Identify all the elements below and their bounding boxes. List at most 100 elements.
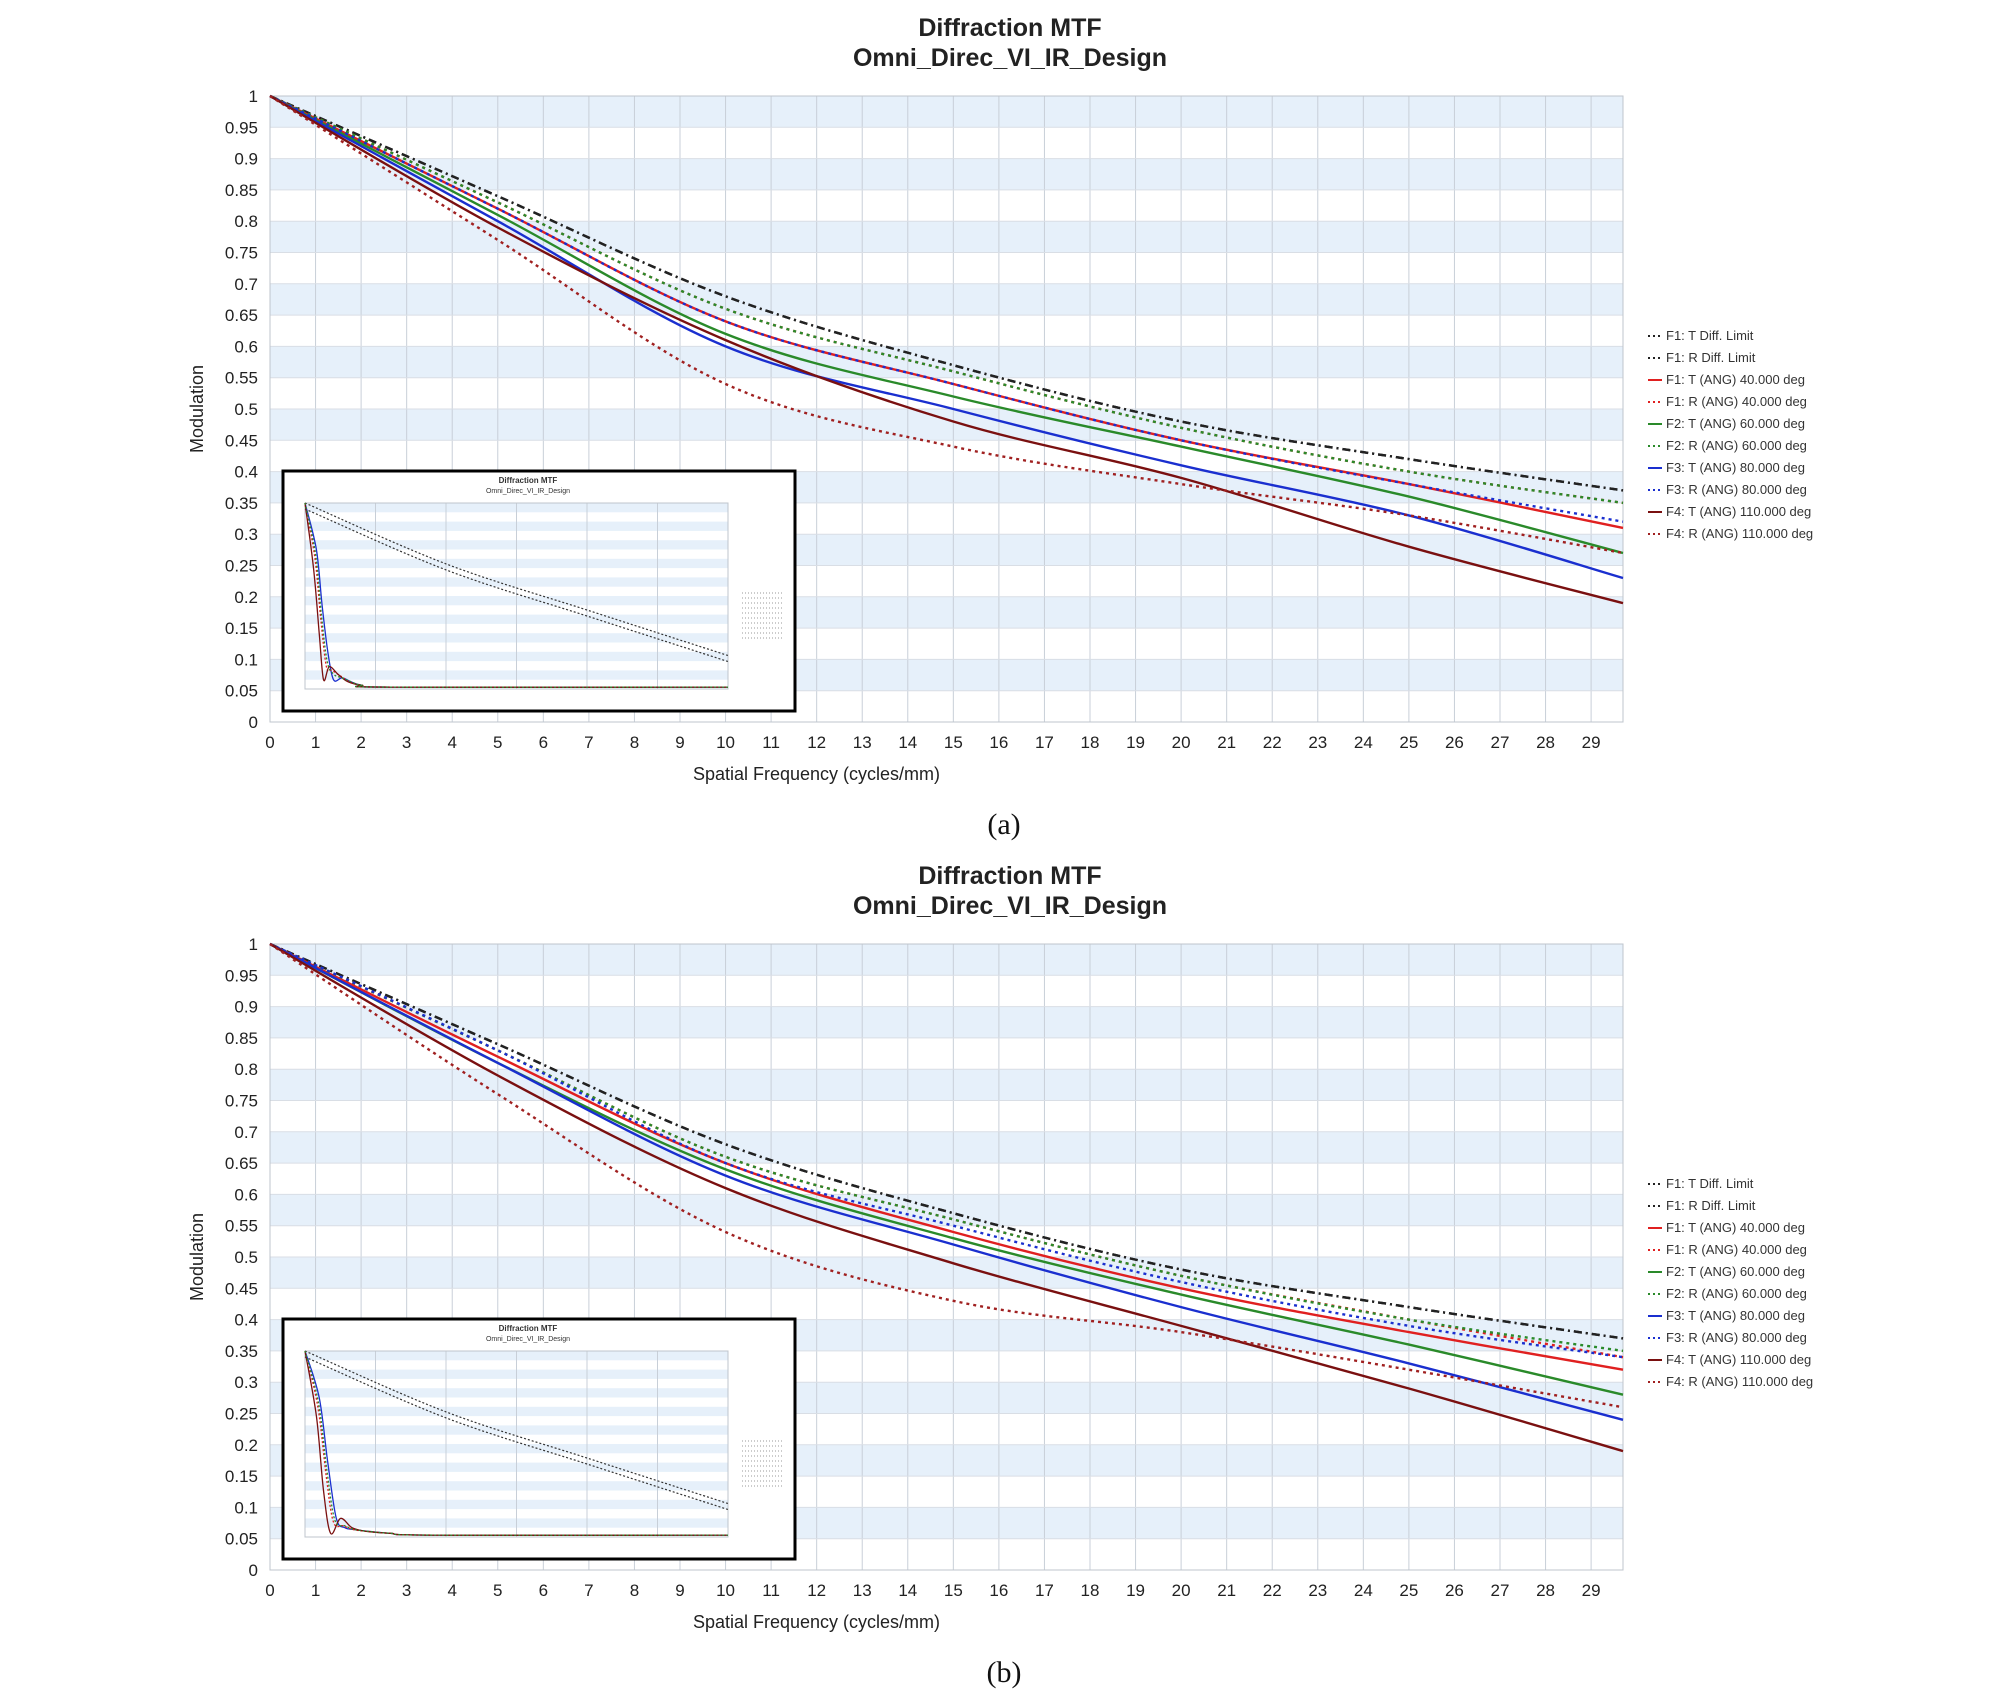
plot-band <box>270 1069 1623 1101</box>
y-axis-label: Modulation <box>187 1213 207 1301</box>
x-tick-label: 27 <box>1491 1581 1510 1600</box>
x-tick-label: 8 <box>630 733 639 752</box>
legend-entry: F1: R (ANG) 40.000 deg <box>1666 394 1807 409</box>
x-tick-label: 5 <box>493 733 502 752</box>
y-tick-label: 0.25 <box>225 1405 258 1424</box>
x-tick-label: 24 <box>1354 733 1373 752</box>
x-tick-label: 5 <box>493 1581 502 1600</box>
x-tick-label: 0 <box>265 733 274 752</box>
y-tick-label: 0.2 <box>234 1436 258 1455</box>
series-line-8 <box>269 94 1624 523</box>
x-tick-label: 10 <box>716 1581 735 1600</box>
y-tick-label: 0.5 <box>234 1248 258 1267</box>
inset-plot-frame <box>304 502 729 690</box>
legend-entry: F1: T (ANG) 40.000 deg <box>1666 1220 1805 1235</box>
plot-frame <box>269 943 1624 1571</box>
plot-band <box>270 944 1623 976</box>
y-tick-label: 0.9 <box>234 150 258 169</box>
plot-band <box>270 1194 1623 1226</box>
y-tick-label: 0.55 <box>225 369 258 388</box>
plot-band <box>270 96 1623 128</box>
legend-entry: F2: R (ANG) 60.000 deg <box>1666 438 1807 453</box>
x-tick-label: 4 <box>447 733 456 752</box>
x-tick-label: 14 <box>898 733 917 752</box>
y-tick-label: 0.3 <box>234 525 258 544</box>
inset-plot-frame <box>304 1350 729 1538</box>
legend-entry: F2: T (ANG) 60.000 deg <box>1666 1264 1805 1279</box>
plot-band <box>270 346 1623 378</box>
y-tick-label: 0.9 <box>234 998 258 1017</box>
inset-diff-limit-line <box>304 1356 729 1511</box>
x-tick-label: 29 <box>1582 733 1601 752</box>
y-tick-label: 0.6 <box>234 337 258 356</box>
y-axis-label: Modulation <box>187 365 207 453</box>
plot-band <box>270 158 1623 190</box>
mtf-chart-b: Diffraction MTFOmni_Direc_VI_IR_Design00… <box>187 862 1813 1632</box>
y-tick-label: 0.45 <box>225 431 258 450</box>
x-tick-label: 15 <box>944 1581 963 1600</box>
y-tick-label: 0.1 <box>234 1498 258 1517</box>
x-tick-label: 18 <box>1081 1581 1100 1600</box>
y-tick-label: 0.8 <box>234 1060 258 1079</box>
legend-entry: F1: R (ANG) 40.000 deg <box>1666 1242 1807 1257</box>
inset-series-line <box>304 502 729 688</box>
inset-diff-limit-line <box>304 508 729 663</box>
x-tick-label: 9 <box>675 733 684 752</box>
y-tick-label: 0.05 <box>225 1530 258 1549</box>
x-tick-label: 10 <box>716 733 735 752</box>
x-tick-label: 28 <box>1536 1581 1555 1600</box>
x-tick-label: 27 <box>1491 733 1510 752</box>
series-line-2 <box>269 94 1624 492</box>
series-line-10 <box>269 942 1624 1409</box>
y-tick-label: 1 <box>249 87 258 106</box>
plot-band <box>270 283 1623 316</box>
legend-entry: F1: R Diff. Limit <box>1666 1198 1756 1213</box>
series-group <box>269 942 1624 1453</box>
series-line-3 <box>269 942 1624 1371</box>
inset-subtitle: Omni_Direc_VI_IR_Design <box>486 488 570 495</box>
caption-b: (b) <box>986 1656 1022 1689</box>
caption-a: (a) <box>987 808 1021 841</box>
y-tick-label: 0.7 <box>234 1123 258 1142</box>
x-tick-label: 22 <box>1263 733 1282 752</box>
chart-panel-a: Diffraction MTF Omni_Direc_VI_IR_Design 0 0… <box>187 14 1813 841</box>
y-tick-label: 0 <box>249 1561 258 1580</box>
chart-title: Diffraction MTF <box>918 862 1101 890</box>
y-tick-label: 0.3 <box>234 1373 258 1392</box>
y-tick-label: 1 <box>249 935 258 954</box>
series-line-9 <box>269 94 1624 605</box>
mtf-chart-a: Diffraction MTF Omni_Direc_VI_IR_Design 0 0… <box>187 14 1813 784</box>
x-tick-label: 2 <box>356 1581 365 1600</box>
inset-series-line <box>304 1350 729 1536</box>
series-line-6 <box>269 942 1624 1353</box>
legend-entry: F2: R (ANG) 60.000 deg <box>1666 1286 1807 1301</box>
y-tick-label: 0.2 <box>234 588 258 607</box>
inset-title: Diffraction MTF <box>499 476 558 485</box>
y-tick-label: 0.05 <box>225 682 258 701</box>
legend-entry: F4: R (ANG) 110.000 deg <box>1666 1374 1813 1389</box>
series-line-10 <box>269 94 1624 555</box>
x-tick-label: 29 <box>1582 1581 1601 1600</box>
x-tick-label: 17 <box>1035 733 1054 752</box>
series-group <box>269 94 1624 605</box>
x-tick-label: 6 <box>539 733 548 752</box>
x-tick-label: 25 <box>1399 733 1418 752</box>
x-tick-label: 23 <box>1308 1581 1327 1600</box>
x-tick-label: 9 <box>675 1581 684 1600</box>
plot-band <box>270 1006 1623 1038</box>
legend-entry: F3: T (ANG) 80.000 deg <box>1666 460 1805 475</box>
x-tick-label: 13 <box>853 1581 872 1600</box>
inset-series-line <box>304 1350 729 1536</box>
inset-chart: Diffraction MTF Omni_Direc_VI_IR_Design <box>281 469 797 713</box>
y-tick-label: 0.95 <box>225 966 258 985</box>
legend-entry: F3: R (ANG) 80.000 deg <box>1666 482 1807 497</box>
y-tick-label: 0.85 <box>225 1029 258 1048</box>
x-tick-label: 6 <box>539 1581 548 1600</box>
plot-frame <box>269 95 1624 723</box>
y-tick-label: 0.95 <box>225 118 258 137</box>
legend-entry: F4: T (ANG) 110.000 deg <box>1666 504 1811 519</box>
y-tick-label: 0.85 <box>225 181 258 200</box>
x-tick-label: 22 <box>1263 1581 1282 1600</box>
y-tick-label: 0.75 <box>225 244 258 263</box>
inset-diff-limit-line <box>304 502 729 657</box>
